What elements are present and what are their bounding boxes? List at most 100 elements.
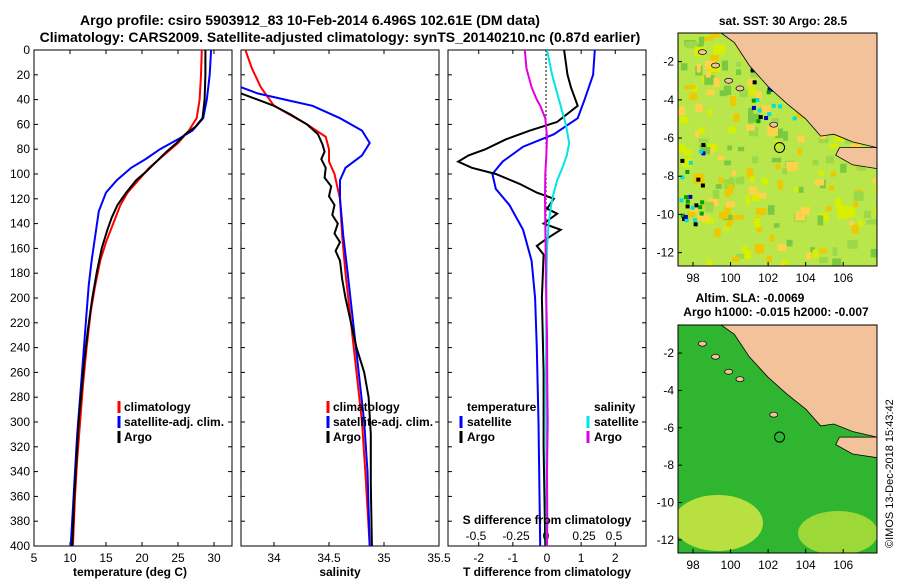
depth-tick-label: 220: [10, 316, 30, 330]
difference-legend: temperature satellite Argo salinity sate…: [459, 400, 639, 444]
s-tick-label: 0.5: [606, 529, 623, 543]
salinity-series: [241, 50, 373, 546]
lat-tick-label: -2: [663, 55, 674, 69]
salinity-legend: climatology satellite-adj. clim. Argo: [326, 400, 433, 444]
legend-temperature-header: temperature: [467, 400, 537, 414]
temperature-xlabel: temperature (deg C): [73, 565, 187, 579]
series-line-climatology: [244, 50, 371, 546]
argo-position-marker: [774, 431, 786, 443]
lat-tick-label: -12: [657, 246, 675, 260]
series-line-argo: [71, 50, 207, 546]
legend-t-satellite: satellite: [467, 415, 512, 429]
depth-tick-label: 320: [10, 440, 30, 454]
sst-map-title: sat. SST: 30 Argo: 28.5: [719, 14, 848, 28]
depth-tick-label: 20: [17, 68, 31, 82]
depth-tick-label: 140: [10, 217, 30, 231]
lat-tick-label: -8: [663, 169, 674, 183]
depth-tick-label: 240: [10, 341, 30, 355]
lon-tick-label: 100: [721, 558, 741, 572]
island: [698, 340, 707, 347]
island: [735, 85, 745, 92]
depth-tick-label: 360: [10, 489, 30, 503]
sst-map-frame: [677, 32, 878, 267]
lat-tick-label: -6: [663, 131, 674, 145]
lon-tick-label: 98: [686, 558, 700, 572]
x-tick-label: 30: [207, 551, 221, 565]
s-tick-label: -0.25: [502, 529, 530, 543]
lon-tick-label: 104: [796, 271, 816, 285]
depth-tick-label: 40: [17, 93, 31, 107]
chart-title-line2: Climatology: CARS2009. Satellite-adjuste…: [40, 29, 641, 45]
series-line-t-satellite: [491, 50, 596, 546]
depth-tick-label: 180: [10, 266, 30, 280]
depth-tick-label: 100: [10, 167, 30, 181]
x-tick-label: 10: [63, 551, 77, 565]
x-tick-label: 35: [377, 551, 391, 565]
legend-satellite: satellite-adj. clim.: [333, 415, 433, 429]
legend-climatology: climatology: [333, 400, 400, 414]
legend-s-satellite: satellite: [594, 415, 639, 429]
salinity-xlabel: salinity: [319, 565, 361, 579]
sumatra-landmass: [696, 33, 877, 149]
series-line-s-argo: [523, 50, 549, 546]
depth-tick-label: 120: [10, 192, 30, 206]
x-tick-label: -2: [473, 551, 484, 565]
legend-s-argo: Argo: [594, 430, 622, 444]
salinity-panel-frame: [240, 49, 440, 547]
depth-tick-label: 260: [10, 365, 30, 379]
depth-tick-label: 80: [17, 142, 31, 156]
lon-tick-label: 102: [758, 558, 778, 572]
legend-satellite: satellite-adj. clim.: [124, 415, 224, 429]
temperature-series: [69, 50, 213, 546]
x-tick-label: 15: [99, 551, 113, 565]
island: [724, 77, 734, 84]
s-tick-label: -0.5: [466, 529, 487, 543]
series-line-t-argo: [456, 50, 579, 546]
lat-tick-label: -10: [657, 496, 675, 510]
lon-tick-label: 98: [686, 271, 700, 285]
lat-tick-label: -6: [663, 421, 674, 435]
difference-series: [456, 50, 596, 546]
island: [724, 368, 734, 375]
legend-salinity-header: salinity: [594, 400, 636, 414]
lon-tick-label: 102: [758, 271, 778, 285]
lat-tick-label: -2: [663, 346, 674, 360]
sla-map-frame: [677, 324, 878, 554]
legend-climatology: climatology: [124, 400, 191, 414]
lat-tick-label: -12: [657, 533, 675, 547]
lon-tick-label: 104: [796, 558, 816, 572]
x-tick-label: 0: [544, 551, 551, 565]
lat-tick-label: -4: [663, 383, 674, 397]
x-tick-label: 34: [267, 551, 281, 565]
legend-argo: Argo: [333, 430, 361, 444]
salinity-x-axis: 34 34.5 35 35.5: [267, 50, 451, 565]
chart-title-line1: Argo profile: csiro 5903912_83 10-Feb-20…: [80, 12, 540, 28]
credit-text: ©IMOS 13-Dec-2018 15:43:42: [884, 399, 896, 548]
series-line-satellite-adj-clim-: [241, 86, 371, 546]
lon-tick-label: 100: [721, 271, 741, 285]
x-tick-label: 34.5: [317, 551, 341, 565]
temperature-legend: climatology satellite-adj. clim. Argo: [117, 400, 224, 444]
depth-tick-label: 160: [10, 241, 30, 255]
temperature-panel-frame: [33, 49, 233, 547]
sla-map-subtitle: Argo h1000: -0.015 h2000: -0.007: [683, 305, 869, 319]
island: [735, 376, 745, 383]
depth-tick-label: 280: [10, 390, 30, 404]
depth-tick-label: 200: [10, 291, 30, 305]
java-landmass: [835, 436, 877, 459]
x-tick-label: 20: [135, 551, 149, 565]
depth-tick-label: 0: [23, 43, 30, 57]
depth-axis: 0 20 40 60 80 100 120 140 160 180 200 220 240 260 280 3…: [10, 43, 646, 553]
depth-tick-label: 340: [10, 465, 30, 479]
depth-tick-label: 380: [10, 514, 30, 528]
lon-tick-label: 106: [833, 558, 853, 572]
sla-map: [678, 325, 877, 553]
x-tick-label: 1: [578, 551, 585, 565]
s-difference-xlabel: S difference from climatology: [463, 513, 632, 527]
island: [769, 411, 779, 418]
sst-map: [678, 33, 877, 266]
sla-map-title: Altim. SLA: -0.0069: [696, 291, 805, 305]
x-tick-label: -1: [508, 551, 519, 565]
depth-tick-label: 400: [10, 539, 30, 553]
